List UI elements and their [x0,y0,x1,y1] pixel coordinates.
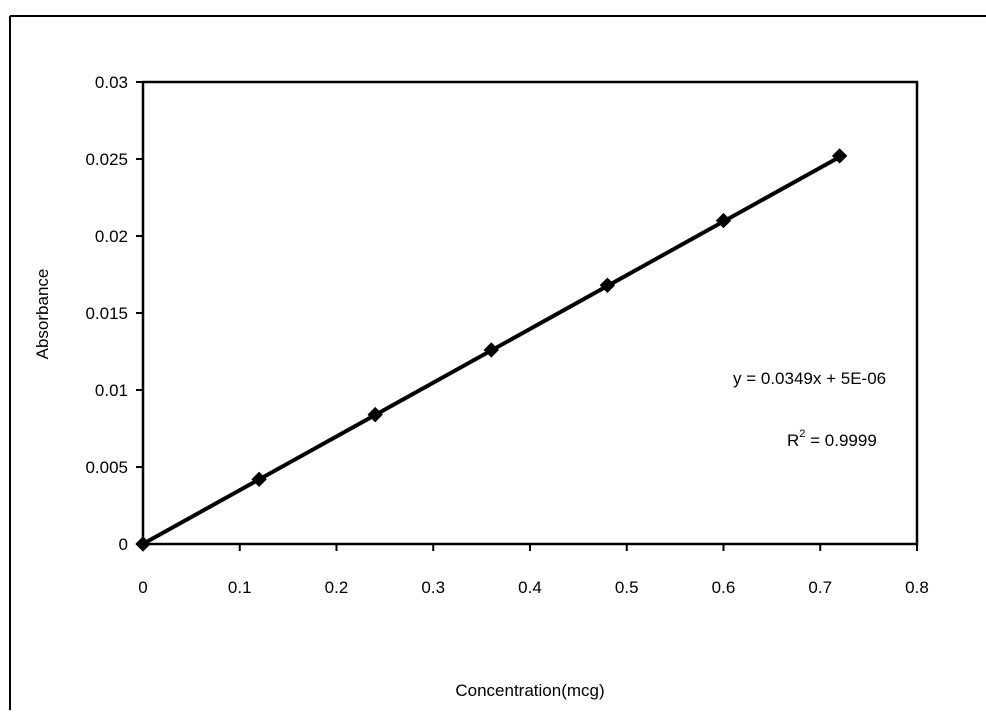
data-point [251,471,267,488]
x-tick-label: 0.3 [421,578,445,597]
data-point [831,148,848,164]
data-point [715,212,732,229]
x-tick-label: 0.6 [712,578,736,597]
y-axis-title: Absorbance [33,269,52,360]
x-tick-label: 0.2 [325,578,349,597]
data-point [135,536,151,552]
data-series [135,148,848,552]
y-tick-label: 0.025 [85,150,128,169]
x-tick-label: 0.8 [905,578,929,597]
y-tick-label: 0 [119,535,128,554]
trendline-equation: y = 0.0349x + 5E-06 [733,369,886,388]
x-tick-label: 0 [138,578,147,597]
x-tick-label: 0.4 [518,578,542,597]
data-point [599,277,616,293]
x-tick-label: 0.5 [615,578,639,597]
r-squared-prefix: R [787,431,799,450]
r-squared-label: R2 = 0.9999 [787,428,877,450]
x-tick-label: 0.7 [808,578,832,597]
y-tick-label: 0.01 [95,381,128,400]
y-tick-label: 0.015 [85,304,128,323]
x-tick-label: 0.1 [228,578,252,597]
data-point [367,406,383,423]
x-axis: 0 0.1 0.2 0.3 0.4 0.5 0.6 0.7 0.8 [138,544,929,597]
r-squared-value: = 0.9999 [805,431,876,450]
y-tick-label: 0.005 [85,458,128,477]
y-tick-label: 0.02 [95,227,128,246]
r-squared-superscript: 2 [799,428,805,440]
y-axis: 0 0.005 0.01 0.015 0.02 0.025 0.03 [85,73,143,554]
data-point [483,342,500,358]
y-tick-label: 0.03 [95,73,128,92]
x-axis-title: Concentration(mcg) [455,681,604,700]
